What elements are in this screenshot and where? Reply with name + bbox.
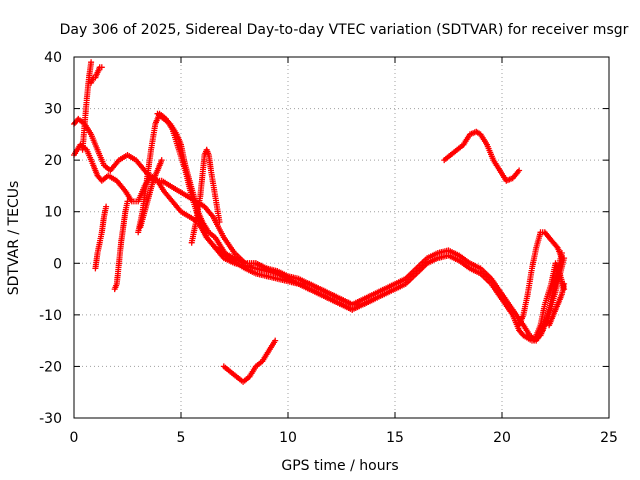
y-tick-label: 20 (44, 153, 62, 169)
y-tick-label: 30 (44, 102, 62, 118)
series-markers (531, 260, 568, 344)
series-markers (79, 59, 95, 153)
x-tick-label: 15 (386, 430, 404, 446)
series-s14 (531, 260, 568, 344)
chart-title: Day 306 of 2025, Sidereal Day-to-day VTE… (60, 22, 629, 38)
series-markers (88, 64, 105, 86)
series-markers (188, 146, 223, 246)
series-s7 (92, 203, 110, 272)
y-tick-label: -20 (39, 359, 62, 375)
series-s12 (441, 128, 523, 184)
series-s6 (88, 64, 105, 86)
axis-ticks: 0 5 10 15 20 25 -30 -20 -10 0 10 20 30 40 (39, 50, 618, 446)
series-s9 (137, 157, 165, 231)
x-axis-label: GPS time / hours (281, 458, 398, 474)
series-s13 (516, 229, 565, 329)
x-tick-label: 10 (279, 430, 297, 446)
series-markers (111, 198, 131, 293)
plot-border (73, 56, 610, 419)
x-tick-label: 0 (70, 430, 79, 446)
x-tick-label: 25 (600, 430, 618, 446)
series-markers (546, 280, 568, 329)
series-markers (441, 128, 523, 184)
series-markers (220, 337, 279, 385)
series-markers (137, 157, 165, 231)
x-tick-label: 5 (177, 430, 186, 446)
grid-lines (74, 57, 609, 418)
y-axis-label: SDTVAR / TECUs (6, 181, 22, 296)
series-markers (92, 203, 110, 272)
y-tick-label: -30 (39, 411, 62, 427)
y-tick-label: 10 (44, 205, 62, 221)
y-tick-label: 0 (53, 256, 62, 272)
y-tick-label: -10 (39, 308, 62, 324)
y-tick-label: 40 (44, 50, 62, 66)
series-markers (154, 110, 356, 313)
series-markers (516, 229, 565, 329)
series-s5 (79, 59, 95, 153)
series-s10 (188, 146, 223, 246)
series-s8 (111, 198, 131, 293)
series-s15 (546, 280, 568, 329)
x-tick-label: 20 (493, 430, 511, 446)
series-s11 (220, 337, 279, 385)
series-s4 (154, 110, 356, 313)
